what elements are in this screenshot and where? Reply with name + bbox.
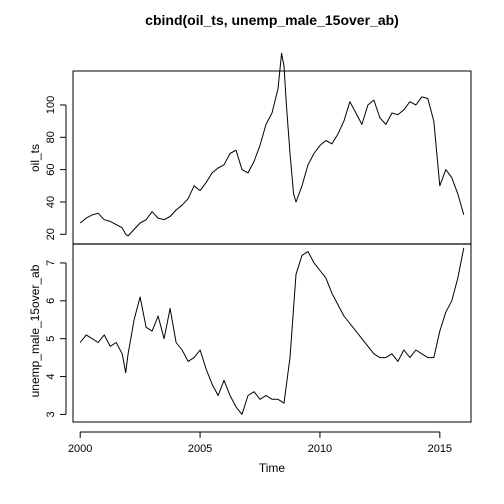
unemp-y-tick-label: 4 xyxy=(45,373,57,379)
y-axis-label-oil: oil_ts xyxy=(28,144,42,172)
x-axis: 2000 2005 2010 2015 xyxy=(68,431,452,455)
x-axis-label: Time xyxy=(259,461,286,475)
x-tick-label: 2005 xyxy=(188,443,212,455)
unemp-series-line xyxy=(79,247,465,415)
unemp-y-tick-label: 7 xyxy=(45,260,57,266)
x-tick-label: 2010 xyxy=(308,443,332,455)
chart-title: cbind(oil_ts, unemp_male_15over_ab) xyxy=(145,12,399,28)
unemployment-panel: 3 4 5 6 7 xyxy=(45,247,465,417)
oil-panel: 20 40 60 80 100 xyxy=(45,52,465,240)
oil-y-tick-label: 80 xyxy=(45,131,57,143)
oil-y-tick-label: 60 xyxy=(45,164,57,176)
unemp-y-tick-label: 6 xyxy=(45,298,57,304)
oil-y-tick-label: 40 xyxy=(45,196,57,208)
y-axis-label-unemployment: unemp_male_15over_ab xyxy=(28,264,42,397)
x-tick-label: 2015 xyxy=(428,443,452,455)
oil-y-tick-label: 20 xyxy=(45,228,57,240)
plot-frame xyxy=(72,70,472,423)
x-tick-label: 2000 xyxy=(68,443,92,455)
unemp-y-tick-label: 5 xyxy=(45,336,57,342)
unemp-y-tick-label: 3 xyxy=(45,411,57,417)
oil-y-tick-label: 100 xyxy=(45,96,57,114)
oil-series-line xyxy=(79,52,465,237)
